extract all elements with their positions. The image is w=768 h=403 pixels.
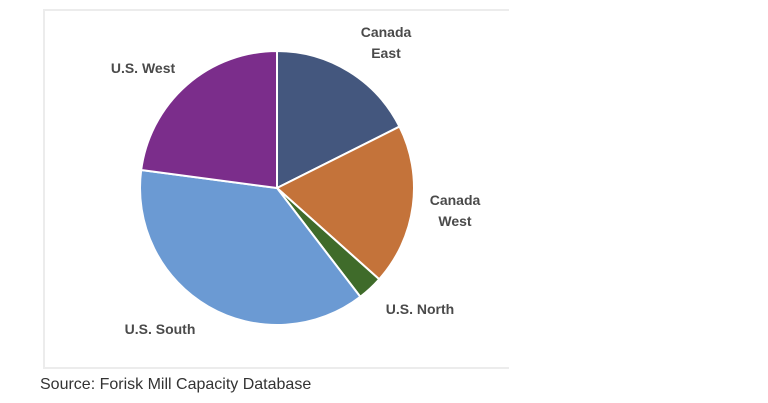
pie-slice-u-s-west (140, 50, 278, 189)
slice-label-u-s-north: U.S. North (386, 301, 454, 317)
slice-label-u-s-south: U.S. South (125, 321, 196, 337)
pie-slice-u-s-south (139, 168, 362, 326)
pie-slices (139, 50, 415, 326)
source-note: Source: Forisk Mill Capacity Database (40, 376, 312, 393)
pie-slice-canada-east (276, 50, 401, 189)
pie-slice-canada-west (276, 125, 415, 281)
slice-label-u-s-west: U.S. West (111, 60, 176, 76)
slice-labels: Canada East Canada West U.S. North U.S. South… (111, 24, 481, 337)
slice-label-canada-west: Canada West (430, 192, 481, 229)
slice-label-canada-east: Canada East (361, 24, 412, 61)
